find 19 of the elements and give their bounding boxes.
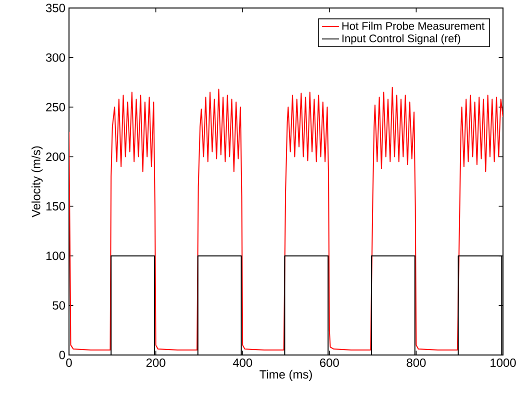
y-tick-label: 50: [52, 301, 66, 310]
legend-label: Hot Film Probe Measurement: [342, 22, 485, 30]
y-tick-label: 200: [46, 152, 66, 161]
x-tick-label: 800: [406, 358, 426, 367]
legend-label: Input Control Signal (ref): [342, 34, 460, 44]
x-tick-label: 600: [320, 358, 339, 367]
x-tick-label: 0: [66, 358, 72, 367]
x-tick-label: 1000: [490, 358, 516, 367]
y-tick-label: 350: [46, 4, 66, 12]
y-tick-label: 150: [46, 202, 66, 211]
x-tick-label: 200: [146, 358, 166, 367]
y-tick-label: 300: [46, 53, 66, 62]
line-series: [69, 86, 504, 351]
y-tick-label: 0: [59, 350, 66, 360]
y-axis-title: Velocity (m/s): [32, 146, 43, 218]
y-tick-label: 250: [46, 102, 66, 112]
x-axis-title: Time (ms): [260, 370, 312, 381]
y-tick-label: 100: [46, 252, 66, 260]
x-tick-label: 400: [232, 358, 252, 367]
